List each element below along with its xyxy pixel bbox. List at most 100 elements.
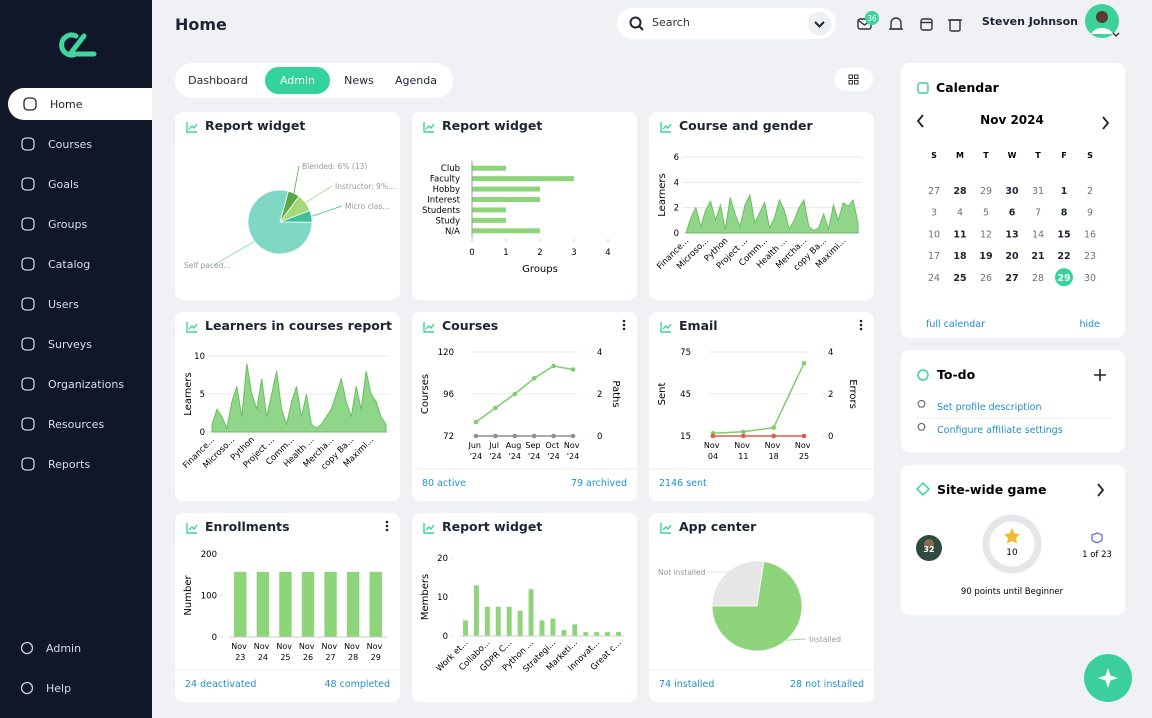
nav-label: Surveys: [48, 337, 92, 351]
layout-button[interactable]: [834, 68, 873, 91]
footer-link[interactable]: 28 not installed: [790, 679, 864, 690]
day[interactable]: 25: [953, 273, 966, 284]
tab[interactable]: Dashboard: [188, 74, 248, 87]
search-dropdown[interactable]: [807, 11, 832, 36]
day[interactable]: 10: [928, 229, 940, 240]
user-name[interactable]: Steven Johnson: [981, 15, 1078, 28]
menu-dot[interactable]: [385, 528, 389, 532]
todo-item[interactable]: Set profile description: [937, 402, 1041, 413]
day[interactable]: 14: [1032, 229, 1044, 240]
nav-item[interactable]: Groups: [20, 208, 87, 240]
footer-link[interactable]: 74 installed: [659, 679, 715, 690]
icon-shape: [21, 337, 35, 351]
footer-link[interactable]: 79 archived: [570, 478, 627, 489]
day[interactable]: 24: [928, 273, 940, 284]
logo[interactable]: [54, 30, 98, 60]
day[interactable]: 4: [957, 208, 963, 219]
search-box[interactable]: Search: [617, 8, 836, 39]
day[interactable]: 1: [1061, 186, 1068, 197]
nav-item[interactable]: Courses: [20, 128, 92, 160]
day[interactable]: 13: [1005, 229, 1018, 240]
menu-dot[interactable]: [385, 520, 389, 524]
point: [473, 419, 479, 425]
day[interactable]: 27: [1005, 273, 1018, 284]
day[interactable]: 6: [1009, 208, 1016, 219]
menu-dot[interactable]: [859, 323, 863, 327]
x-tick-label: Nov '24: [564, 441, 582, 461]
day[interactable]: 21: [1031, 251, 1044, 262]
day[interactable]: 26: [980, 273, 992, 284]
tab[interactable]: News: [344, 74, 374, 87]
footer-link[interactable]: 24 deactivated: [185, 679, 257, 690]
bar: [616, 632, 621, 636]
todo-item[interactable]: Configure affiliate settings: [937, 425, 1063, 436]
bell-icon[interactable]: [889, 17, 903, 30]
nav-item[interactable]: Help: [20, 672, 71, 704]
day[interactable]: 15: [1057, 229, 1070, 240]
menu-dot[interactable]: [385, 524, 389, 528]
game-open[interactable]: [1097, 483, 1105, 497]
menu-dot[interactable]: [622, 327, 626, 331]
day[interactable]: 29: [1057, 273, 1070, 284]
day[interactable]: 7: [1035, 208, 1041, 219]
day[interactable]: 16: [1084, 229, 1096, 240]
day[interactable]: 31: [1032, 186, 1044, 197]
day[interactable]: 30: [1005, 186, 1019, 197]
label-line: 26: [303, 653, 313, 662]
full-calendar-link[interactable]: full calendar: [926, 319, 985, 330]
search-placeholder: Search: [652, 16, 690, 29]
day[interactable]: 11: [953, 229, 966, 240]
hide-link[interactable]: hide: [1079, 319, 1100, 330]
label-line: Nov: [299, 642, 317, 651]
day[interactable]: 3: [931, 208, 937, 219]
nav-item[interactable]: Reports: [20, 448, 90, 480]
menu-dot[interactable]: [622, 319, 626, 323]
bar: [539, 620, 545, 636]
day[interactable]: 8: [1061, 208, 1068, 219]
day[interactable]: 28: [953, 186, 967, 197]
day[interactable]: 18: [953, 251, 967, 262]
day[interactable]: 22: [1057, 251, 1070, 262]
nav-item[interactable]: Users: [20, 288, 79, 320]
footer-link[interactable]: 48 completed: [324, 679, 390, 690]
nav-item[interactable]: Surveys: [20, 328, 92, 360]
widget-icon: [186, 122, 198, 133]
point: [551, 433, 556, 439]
menu-dot[interactable]: [859, 327, 863, 331]
day[interactable]: 19: [979, 251, 992, 262]
nav-item[interactable]: Goals: [20, 168, 79, 200]
label-line: Jul: [488, 441, 501, 450]
day[interactable]: 28: [1032, 273, 1044, 284]
nav-item[interactable]: Organizations: [20, 368, 124, 400]
footer-link[interactable]: 80 active: [422, 478, 466, 489]
day[interactable]: 29: [980, 186, 992, 197]
bar: [472, 207, 506, 213]
nav-item[interactable]: Admin: [20, 632, 81, 664]
assistant-button[interactable]: [1084, 654, 1134, 704]
trash-icon[interactable]: [948, 19, 962, 32]
user-avatar[interactable]: [1083, 2, 1127, 42]
day[interactable]: 2: [1087, 186, 1093, 197]
day[interactable]: 30: [1084, 273, 1096, 284]
nav-item[interactable]: Catalog: [20, 248, 90, 280]
menu-dot[interactable]: [622, 323, 626, 327]
add-todo[interactable]: [1094, 369, 1106, 381]
tab[interactable]: Agenda: [395, 74, 437, 87]
footer-link[interactable]: 2146 sent: [659, 478, 707, 489]
day[interactable]: 9: [1087, 208, 1093, 219]
menu-dot[interactable]: [859, 319, 863, 323]
next-month[interactable]: [1102, 116, 1110, 130]
calendar-icon[interactable]: [920, 18, 933, 31]
tab[interactable]: Admin: [265, 67, 330, 94]
nav-item[interactable]: Home: [8, 88, 152, 120]
day[interactable]: 5: [983, 208, 989, 219]
nav-item[interactable]: Resources: [20, 408, 104, 440]
day[interactable]: 20: [1005, 251, 1019, 262]
day[interactable]: 27: [928, 186, 940, 197]
day[interactable]: 17: [928, 251, 940, 262]
prev-month[interactable]: [916, 114, 924, 128]
x-tick-label: Jun '24: [467, 441, 483, 461]
bar: [472, 176, 574, 182]
day[interactable]: 23: [1084, 251, 1096, 262]
day[interactable]: 12: [980, 229, 992, 240]
